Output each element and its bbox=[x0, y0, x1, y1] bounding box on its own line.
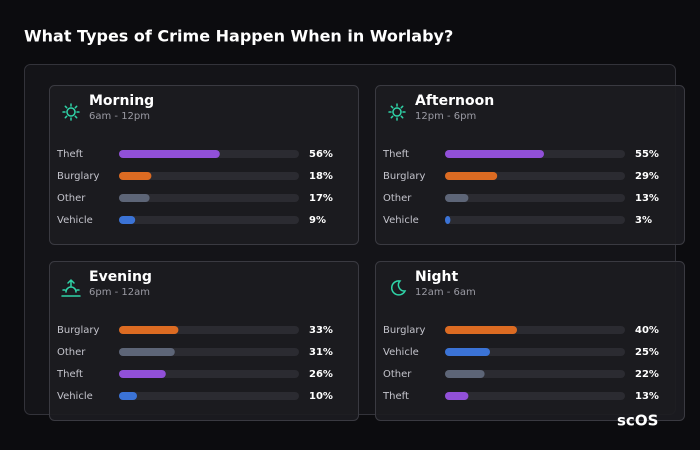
bar bbox=[445, 194, 469, 202]
panel-title: Morning bbox=[89, 93, 154, 109]
page-title: What Types of Crime Happen When in Worla… bbox=[24, 27, 453, 46]
category-label: Theft bbox=[382, 391, 409, 402]
panel: Morning 6am - 12pm Theft 56% Burglary 18% Othe… bbox=[49, 85, 359, 245]
panel-card bbox=[49, 261, 359, 421]
bar bbox=[445, 150, 544, 158]
brand: scOS bbox=[617, 412, 658, 430]
bar-track bbox=[445, 348, 625, 356]
bar bbox=[119, 172, 152, 180]
bar bbox=[445, 216, 451, 224]
category-label: Vehicle bbox=[383, 215, 419, 226]
panel: Night 12am - 6am Burglary 40% Vehicle 25% Othe… bbox=[375, 261, 685, 421]
value-label: 26% bbox=[309, 369, 333, 380]
category-label: Burglary bbox=[383, 171, 425, 182]
bar bbox=[445, 172, 498, 180]
category-label: Other bbox=[57, 193, 86, 204]
panel-card bbox=[375, 85, 685, 245]
panel-subtitle: 6pm - 12am bbox=[89, 287, 150, 298]
bar bbox=[445, 392, 469, 400]
bar-track bbox=[119, 392, 299, 400]
panel-subtitle: 12am - 6am bbox=[415, 287, 476, 298]
panel-icon bbox=[390, 280, 407, 296]
bar-track bbox=[445, 370, 625, 378]
bar bbox=[119, 216, 136, 224]
bar bbox=[119, 150, 220, 158]
value-label: 13% bbox=[635, 391, 659, 402]
bar-track bbox=[119, 216, 299, 224]
bar-track bbox=[445, 216, 625, 224]
panel-title: Evening bbox=[89, 269, 152, 285]
value-label: 22% bbox=[635, 369, 659, 380]
bar bbox=[119, 348, 175, 356]
value-label: 40% bbox=[635, 325, 659, 336]
bar bbox=[445, 348, 490, 356]
panel-title: Afternoon bbox=[415, 93, 494, 109]
category-label: Theft bbox=[56, 369, 83, 380]
category-label: Vehicle bbox=[383, 347, 419, 358]
value-label: 13% bbox=[635, 193, 659, 204]
category-label: Other bbox=[383, 193, 412, 204]
category-label: Burglary bbox=[57, 171, 99, 182]
value-label: 55% bbox=[635, 149, 659, 160]
bar bbox=[119, 326, 179, 334]
bar bbox=[119, 392, 137, 400]
bar bbox=[445, 326, 517, 334]
category-label: Other bbox=[383, 369, 412, 380]
category-label: Burglary bbox=[383, 325, 425, 336]
panel-subtitle: 6am - 12pm bbox=[89, 111, 150, 122]
panel: Evening 6pm - 12am Burglary 33% Other 31% Thef… bbox=[49, 261, 359, 421]
category-label: Theft bbox=[382, 149, 409, 160]
panel-icon bbox=[62, 103, 80, 121]
value-label: 33% bbox=[309, 325, 333, 336]
category-label: Vehicle bbox=[57, 391, 93, 402]
value-label: 56% bbox=[309, 149, 333, 160]
category-label: Burglary bbox=[57, 325, 99, 336]
value-label: 17% bbox=[309, 193, 333, 204]
bar-track bbox=[445, 392, 625, 400]
category-label: Vehicle bbox=[57, 215, 93, 226]
bar-track bbox=[445, 194, 625, 202]
value-label: 10% bbox=[309, 391, 333, 402]
value-label: 31% bbox=[309, 347, 333, 358]
bar-track bbox=[119, 194, 299, 202]
panel-card bbox=[49, 85, 359, 245]
value-label: 25% bbox=[635, 347, 659, 358]
panel: Afternoon 12pm - 6pm Theft 55% Burglary 29% Ot… bbox=[375, 85, 685, 245]
value-label: 9% bbox=[309, 215, 326, 226]
bar bbox=[445, 370, 485, 378]
panel-icon bbox=[388, 103, 406, 121]
value-label: 29% bbox=[635, 171, 659, 182]
value-label: 3% bbox=[635, 215, 652, 226]
bar bbox=[119, 370, 166, 378]
panel-title: Night bbox=[415, 269, 459, 285]
bar-track bbox=[119, 172, 299, 180]
category-label: Other bbox=[57, 347, 86, 358]
panel-icon bbox=[61, 278, 81, 297]
bar bbox=[119, 194, 150, 202]
panel-subtitle: 12pm - 6pm bbox=[415, 111, 476, 122]
value-label: 18% bbox=[309, 171, 333, 182]
category-label: Theft bbox=[56, 149, 83, 160]
panel-card bbox=[375, 261, 685, 421]
